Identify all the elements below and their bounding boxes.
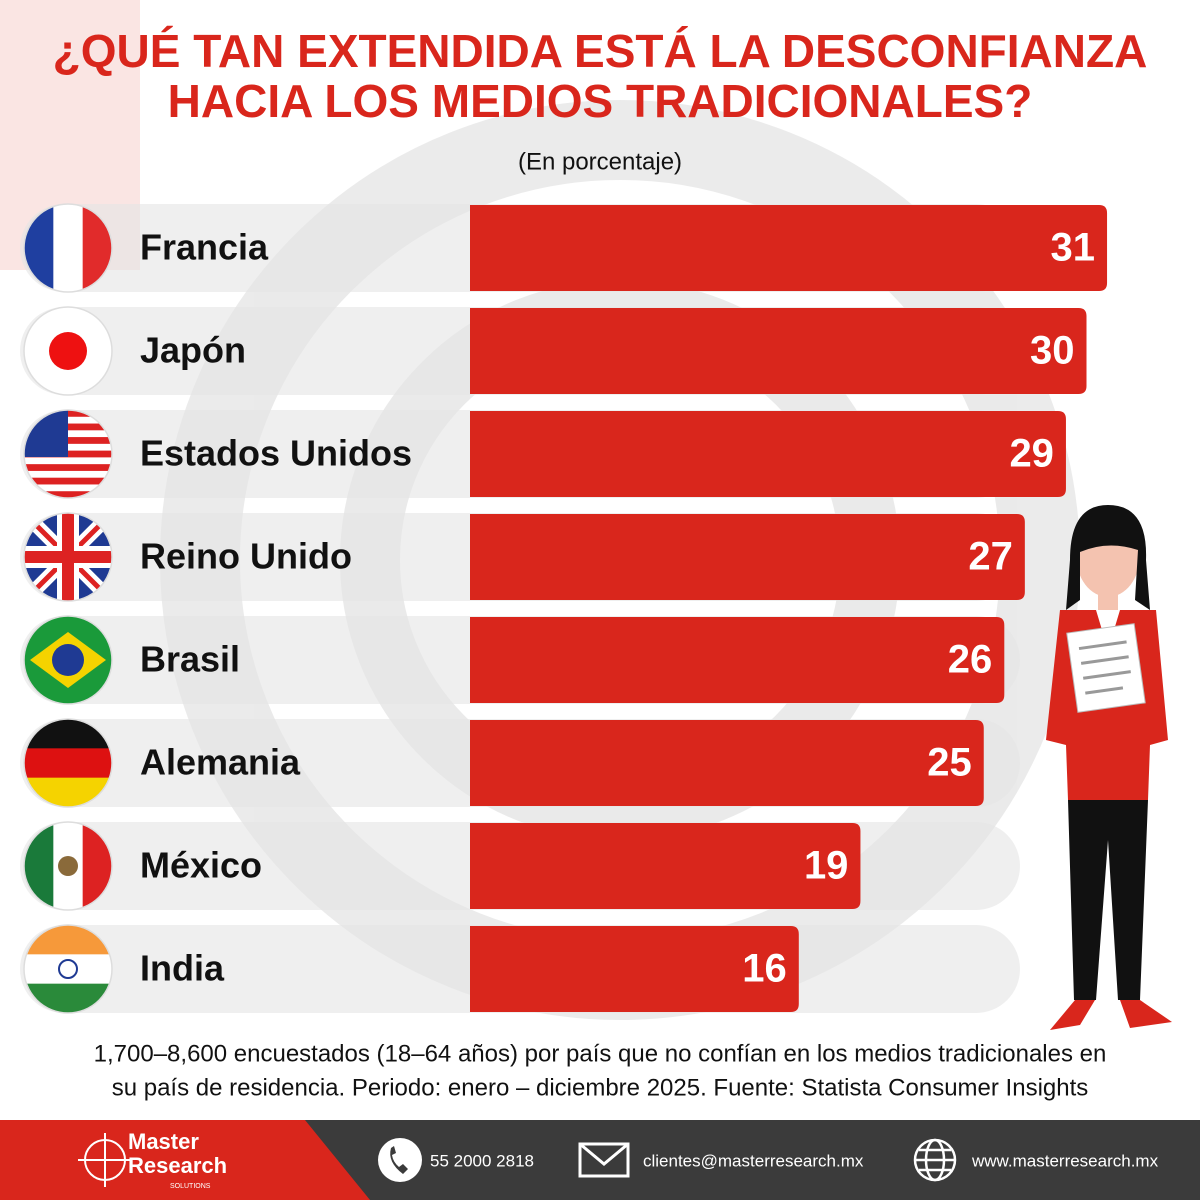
value-label: 31 bbox=[1051, 226, 1096, 270]
category-label: Alemania bbox=[140, 742, 301, 783]
chart-title: ¿QUÉ TAN EXTENDIDA ESTÁ LA DESCONFIANZA bbox=[53, 25, 1148, 77]
category-label: India bbox=[140, 948, 225, 989]
flag-part bbox=[24, 748, 112, 779]
bar bbox=[470, 926, 799, 1012]
category-label: Francia bbox=[140, 227, 269, 268]
value-label: 19 bbox=[804, 844, 849, 888]
flag-border bbox=[23, 924, 113, 1014]
flag-border bbox=[23, 409, 113, 499]
value-label: 30 bbox=[1030, 329, 1075, 373]
flag-part bbox=[24, 457, 112, 465]
category-label: Brasil bbox=[140, 639, 240, 680]
value-label: 29 bbox=[1009, 432, 1054, 476]
logo-text: Research bbox=[128, 1153, 227, 1178]
illustration bbox=[1046, 505, 1172, 1030]
bar bbox=[470, 720, 984, 806]
web-icon bbox=[913, 1138, 957, 1182]
phone-icon bbox=[390, 1146, 408, 1174]
note: su país de residencia. Periodo: enero – … bbox=[112, 1074, 1089, 1101]
category-label: México bbox=[140, 845, 262, 886]
flag-part bbox=[52, 644, 84, 676]
bar bbox=[470, 205, 1108, 291]
category-label: Estados Unidos bbox=[140, 433, 412, 474]
email-icon bbox=[578, 1142, 630, 1178]
flag-border bbox=[23, 512, 113, 602]
rows: Francia 31 Japón 30 Estados Unidos 29 Reino Un… bbox=[20, 203, 1108, 1014]
value-label: 26 bbox=[948, 638, 993, 682]
note: 1,700–8,600 encuestados (18–64 años) por… bbox=[94, 1040, 1107, 1067]
bar bbox=[470, 308, 1087, 394]
logo-text: Master bbox=[128, 1129, 199, 1154]
flag bbox=[24, 410, 112, 498]
value-label: 27 bbox=[968, 535, 1013, 579]
flag-part bbox=[24, 470, 112, 478]
flag-border bbox=[23, 306, 113, 396]
flag-part bbox=[24, 491, 112, 498]
bar bbox=[470, 514, 1025, 600]
value-label: 25 bbox=[927, 741, 972, 785]
bar bbox=[470, 617, 1005, 703]
flag-part bbox=[24, 477, 112, 485]
flag-border bbox=[23, 718, 113, 808]
flag-part bbox=[24, 513, 112, 601]
website: www.masterresearch.mx bbox=[971, 1151, 1159, 1170]
logo-icon bbox=[78, 1133, 132, 1187]
phone: 55 2000 2818 bbox=[430, 1151, 534, 1170]
logo-sub: SOLUTIONS bbox=[170, 1183, 211, 1190]
bar bbox=[470, 411, 1066, 497]
flag-border bbox=[23, 615, 113, 705]
flag-part bbox=[24, 954, 112, 985]
flag-part bbox=[24, 484, 112, 492]
flag-part bbox=[53, 204, 84, 292]
flag-part bbox=[58, 856, 78, 876]
chart-title: HACIA LOS MEDIOS TRADICIONALES? bbox=[168, 75, 1033, 127]
flag-part bbox=[24, 464, 112, 472]
flag-part bbox=[49, 332, 87, 370]
phone-icon bbox=[378, 1138, 422, 1182]
flag bbox=[24, 513, 112, 601]
category-label: Reino Unido bbox=[140, 536, 352, 577]
flag bbox=[24, 307, 112, 395]
category-label: Japón bbox=[140, 330, 246, 371]
flag bbox=[24, 616, 112, 704]
chart-subtitle: (En porcentaje) bbox=[518, 148, 682, 175]
footer-accent bbox=[0, 1120, 370, 1200]
email: clientes@masterresearch.mx bbox=[643, 1151, 864, 1170]
value-label: 16 bbox=[742, 947, 787, 991]
flag-border bbox=[23, 821, 113, 911]
flag-part bbox=[58, 959, 78, 979]
bar bbox=[470, 823, 861, 909]
flag-border bbox=[23, 203, 113, 293]
